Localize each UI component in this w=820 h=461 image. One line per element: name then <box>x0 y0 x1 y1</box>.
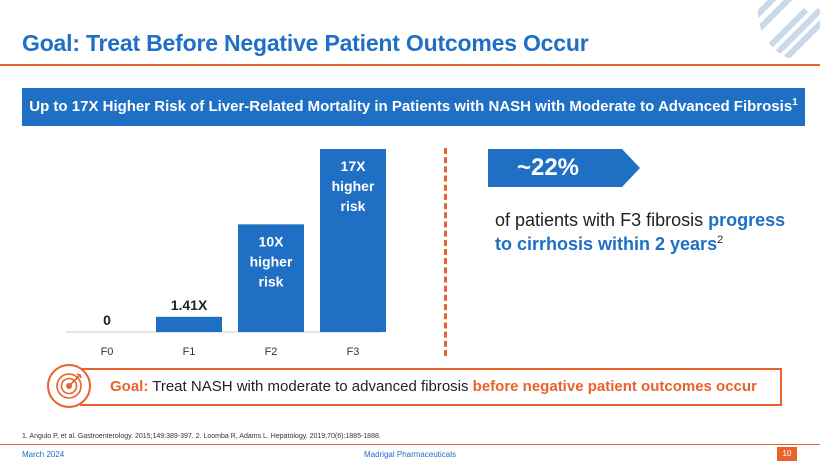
banner-text: Up to 17X Higher Risk of Liver-Related M… <box>29 98 793 115</box>
section-divider <box>444 148 447 356</box>
stat-text: of patients with F3 fibrosis progress to… <box>495 208 795 256</box>
bar-f3 <box>320 149 386 332</box>
footer-company: Madrigal Pharmaceuticals <box>363 450 457 459</box>
corner-stripes-icon <box>758 0 820 62</box>
target-icon <box>56 373 82 399</box>
tick-label-f2: F2 <box>265 346 278 358</box>
headline-banner: Up to 17X Higher Risk of Liver-Related M… <box>22 88 805 126</box>
footer-rule <box>0 444 820 445</box>
data-label-f1: 1.41X <box>171 297 208 313</box>
page-number: 10 <box>777 447 797 461</box>
data-label-f3: 17X higher risk <box>332 158 375 214</box>
data-label-f2: 10X higher risk <box>250 233 293 289</box>
tick-label-f0: F0 <box>101 346 114 358</box>
bar-f1 <box>156 316 222 332</box>
goal-text-plain: Treat NASH with moderate to advanced fib… <box>148 378 473 395</box>
fibrosis-risk-chart: F0 0 F1 1.41X F2 10X higher risk F3 17X higher risk <box>66 149 386 358</box>
arrow-pentagon-icon <box>488 149 640 187</box>
goal-statement: Goal: Treat NASH with moderate to advanc… <box>110 368 780 406</box>
goal-text-highlight: before negative patient outcomes occur <box>472 378 757 395</box>
goal-icon-badge <box>47 364 91 408</box>
goal-label: Goal: <box>110 378 149 395</box>
bar-f2 <box>238 224 304 332</box>
references: 1. Angulo P, et al. Gastroenterology. 20… <box>22 433 381 440</box>
tick-label-f3: F3 <box>347 346 360 358</box>
footer-date: March 2024 <box>22 450 65 459</box>
banner-footnote: 1 <box>792 97 798 108</box>
stat-text-highlight: progress to cirrhosis within 2 years <box>495 210 786 254</box>
slide-title: Goal: Treat Before Negative Patient Outc… <box>22 30 589 56</box>
title-rule <box>0 64 820 66</box>
stat-text-plain: of patients with F3 fibrosis <box>495 210 709 230</box>
tick-label-f1: F1 <box>183 346 196 358</box>
stat-footnote: 2 <box>717 234 724 246</box>
callout-value: ~22% <box>516 154 580 181</box>
data-label-f0: 0 <box>103 312 111 328</box>
